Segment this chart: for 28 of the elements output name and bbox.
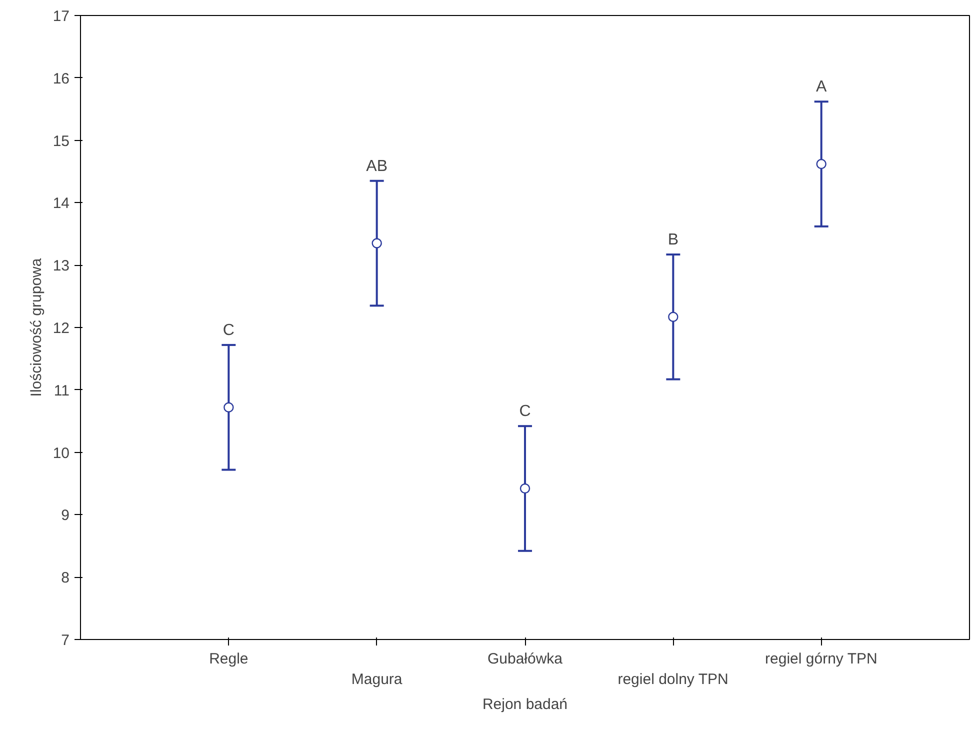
point — [668, 312, 678, 322]
x-tick-label: regiel górny TPN — [765, 650, 878, 668]
annotation: AB — [366, 158, 388, 175]
x-tick-label: Magura — [351, 670, 403, 688]
x-tick-label: Regle — [209, 650, 248, 668]
y-tick-label: 7 — [61, 632, 70, 649]
annotation: C — [519, 403, 531, 420]
x-tick-label: Gubałówka — [487, 650, 564, 668]
y-axis-title: Ilościowość grupowa — [28, 258, 45, 397]
x-tick-label: regiel dolny TPN — [618, 670, 728, 688]
annotation: A — [816, 78, 827, 96]
point — [816, 158, 826, 170]
point — [372, 238, 382, 248]
point — [224, 402, 234, 412]
annotation: B — [668, 231, 679, 248]
y-tick-label: 13 — [52, 258, 70, 275]
y-tick-label: 10 — [52, 444, 70, 462]
y-tick-label: 16 — [52, 70, 70, 88]
y-tick-label: 8 — [61, 570, 70, 587]
y-tick-label: 12 — [52, 320, 70, 337]
y-tick-label: 17 — [52, 8, 70, 25]
y-tick-label: 14 — [52, 195, 70, 212]
point — [520, 483, 530, 494]
y-tick-label: 9 — [61, 507, 70, 524]
y-tick-label: 15 — [52, 132, 70, 150]
x-axis-title: Rejon badań — [482, 696, 568, 713]
y-tick-label: 11 — [54, 382, 70, 400]
annotation: C — [222, 322, 234, 339]
